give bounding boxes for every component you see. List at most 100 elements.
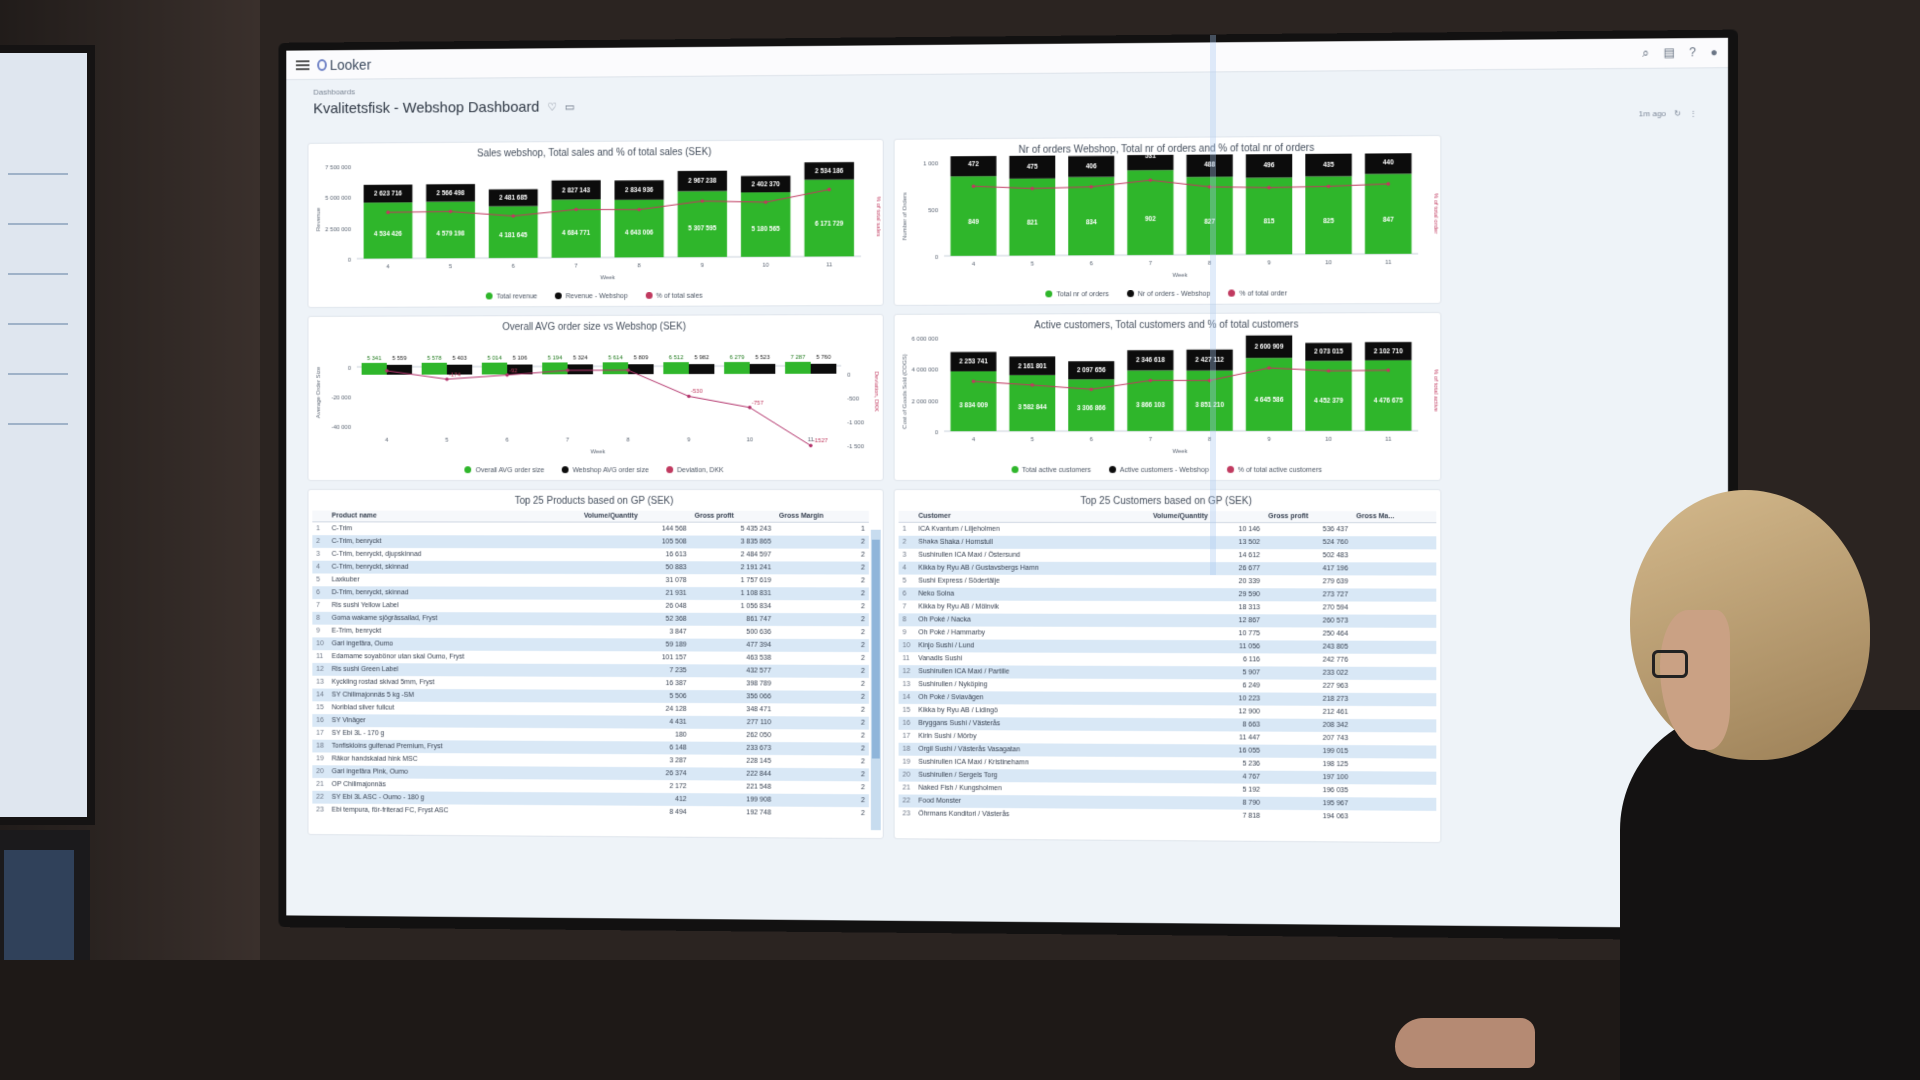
data-label-overall: 5 194	[548, 355, 563, 361]
orders-chart-tile[interactable]: Nr of orders Webshop, Total nr of orders…	[894, 135, 1442, 306]
customers-table[interactable]: Customer Volume/Quantity Gross profit Gr…	[899, 511, 1437, 824]
table-row[interactable]: 1 ICA Kvantum / Liljeholmen 10 146 536 437	[899, 522, 1437, 535]
table-cell: 144 568	[580, 522, 691, 535]
y-tick-label: 7 500 000	[325, 165, 351, 171]
data-label-total: 5 180 565	[751, 226, 780, 233]
table-cell: Orgil Sushi / Västerås Vasagatan	[914, 742, 1149, 756]
data-label-total: 825	[1323, 218, 1334, 225]
table-cell: 18	[312, 739, 327, 752]
orders-chart[interactable]: 1 000 500 0 Number of Orders % of total orde…	[895, 153, 1443, 286]
table-cell: 3 287	[580, 753, 691, 766]
column-header[interactable]: Gross Ma...	[1352, 511, 1436, 523]
table-cell: Kirin Sushi / Mörby	[914, 729, 1149, 743]
column-header[interactable]: Gross Margin	[775, 511, 869, 522]
table-cell: 228 145	[691, 754, 776, 767]
table-row[interactable]: 4 Kikka by Ryu AB / Gustavsbergs Hamn 26 6…	[899, 561, 1437, 575]
products-table-tile[interactable]: Top 25 Products based on GP (SEK) Produc…	[308, 489, 884, 839]
more-options-icon[interactable]: ⋮	[1689, 109, 1697, 118]
table-cell: 477 394	[691, 638, 776, 651]
x-tick-label: 6	[1090, 437, 1094, 443]
table-cell: 23	[899, 807, 915, 820]
data-label-total: 5 307 595	[688, 226, 717, 233]
x-tick-label: 5	[1031, 437, 1035, 443]
table-row[interactable]: 5 Laxkuber 31 078 1 757 619 2	[312, 573, 869, 587]
table-row[interactable]: 3 C-Trim, benryckt, djupskinnad 16 613 2 48…	[312, 547, 869, 561]
table-row[interactable]: 1 C-Trim 144 568 5 435 243 1	[312, 522, 869, 535]
chart-legend: Total revenue Revenue - Webshop % of tot…	[308, 291, 882, 301]
percent-point	[1030, 187, 1034, 191]
table-cell: 3 847	[580, 625, 691, 638]
column-header[interactable]: Volume/Quantity	[580, 511, 691, 522]
sales-chart[interactable]: 7 500 000 5 000 000 2 500 000 0 Revenue % of …	[308, 157, 884, 289]
table-row[interactable]: 2 Shaka Shaka / Hornstull 13 502 524 760	[899, 535, 1437, 549]
data-label-webshop: 2 827 143	[562, 187, 591, 194]
percent-point	[511, 214, 515, 218]
table-row[interactable]: 5 Sushi Express / Södertälje 20 339 279 639	[899, 574, 1437, 588]
column-header[interactable]: Gross profit	[1264, 511, 1352, 523]
favorite-heart-icon[interactable]: ♡	[547, 101, 557, 114]
table-cell: 4 767	[1149, 770, 1264, 784]
table-cell: 5 236	[1149, 757, 1264, 771]
data-label-webshop: 5 106	[513, 356, 528, 362]
table-cell: Gari ingefära, Oumo	[328, 637, 580, 651]
search-icon[interactable]: ⌕	[1642, 46, 1649, 61]
data-label-webshop: 5 559	[392, 356, 407, 362]
column-header[interactable]: Volume/Quantity	[1149, 511, 1264, 523]
column-header[interactable]: Product name	[328, 511, 580, 523]
y-tick-label: 2 000 000	[912, 399, 939, 405]
x-tick-label: 5	[1031, 261, 1035, 267]
menu-icon[interactable]	[296, 60, 310, 70]
table-row[interactable]: 3 Sushirullen ICA Maxi / Östersund 14 612 5…	[899, 548, 1437, 562]
table-cell: 194 063	[1264, 809, 1352, 823]
table-cell: 5 435 243	[691, 522, 776, 535]
customers-chart[interactable]: 6 000 000 4 000 000 2 000 000 0 Cost of Good…	[895, 330, 1443, 461]
deviation-point	[385, 369, 388, 373]
user-avatar-icon[interactable]: ●	[1710, 45, 1717, 60]
customers-chart-tile[interactable]: Active customers, Total customers and % …	[894, 312, 1442, 481]
person-hand	[1395, 1018, 1535, 1068]
table-row[interactable]: 2 C-Trim, benryckt 105 508 3 835 865 2	[312, 535, 869, 548]
products-table[interactable]: Product name Volume/Quantity Gross profi…	[312, 511, 869, 820]
y-tick-label: 1 000	[923, 161, 939, 167]
data-label-total: 4 181 645	[499, 232, 527, 239]
folder-icon[interactable]: ▭	[565, 100, 575, 113]
table-scrollbar[interactable]	[871, 530, 881, 830]
avg-order-chart[interactable]: 0 -20 000 -40 000 0 -500 -1 000 -1 500 Average …	[308, 332, 884, 462]
table-cell: 16 387	[580, 676, 691, 689]
table-cell: 192 748	[691, 806, 776, 819]
table-cell: 2	[775, 767, 869, 780]
table-cell: C-Trim, benryckt, djupskinnad	[328, 547, 580, 560]
table-row[interactable]: 23 Ebi tempura, för-friterad FC, Fryst AS…	[312, 803, 869, 820]
table-cell: 50 883	[580, 561, 691, 574]
customers-table-tile[interactable]: Top 25 Customers based on GP (SEK) Custo…	[894, 489, 1442, 843]
percent-point	[1149, 379, 1153, 383]
table-cell	[1352, 523, 1436, 536]
help-icon[interactable]: ?	[1689, 45, 1696, 60]
table-cell: 6 116	[1149, 653, 1264, 666]
table-cell	[1352, 627, 1436, 640]
data-label-total: 3 866 103	[1136, 402, 1165, 409]
app-logo[interactable]: Looker	[317, 56, 371, 72]
column-header[interactable]: Gross profit	[691, 511, 776, 522]
table-cell: 1 056 834	[691, 599, 776, 612]
x-tick-label: 6	[512, 264, 516, 270]
table-cell: 227 963	[1264, 679, 1352, 692]
x-tick-label: 7	[574, 264, 577, 270]
table-cell: Goma wakame sjögrässallad, Fryst	[328, 611, 580, 625]
avg-order-chart-tile[interactable]: Overall AVG order size vs Webshop (SEK) …	[308, 314, 884, 481]
table-row[interactable]: 4 C-Trim, benryckt, skinnad 50 883 2 191 24…	[312, 560, 869, 574]
data-label-webshop: 5 324	[573, 355, 588, 361]
table-cell	[1352, 745, 1436, 759]
browse-icon[interactable]: ▤	[1663, 45, 1675, 60]
table-cell: 14	[899, 690, 915, 703]
deviation-label: -757	[752, 400, 764, 406]
table-row[interactable]: 23 Öhrmans Konditori / Västerås 7 818 194 0…	[899, 807, 1437, 824]
table-cell: SY Ebi 3L - 170 g	[328, 726, 580, 740]
column-header[interactable]: Customer	[914, 511, 1149, 523]
sales-chart-tile[interactable]: Sales webshop, Total sales and % of tota…	[308, 139, 884, 308]
refresh-icon[interactable]: ↻	[1674, 109, 1681, 118]
y2-tick-label: -1 000	[847, 420, 864, 426]
table-row[interactable]: 6 Neko Solna 29 590 273 727	[899, 587, 1437, 601]
table-cell: 15	[899, 703, 915, 716]
table-row[interactable]: 6 D-Trim, benryckt, skinnad 21 931 1 108 83…	[312, 586, 869, 600]
